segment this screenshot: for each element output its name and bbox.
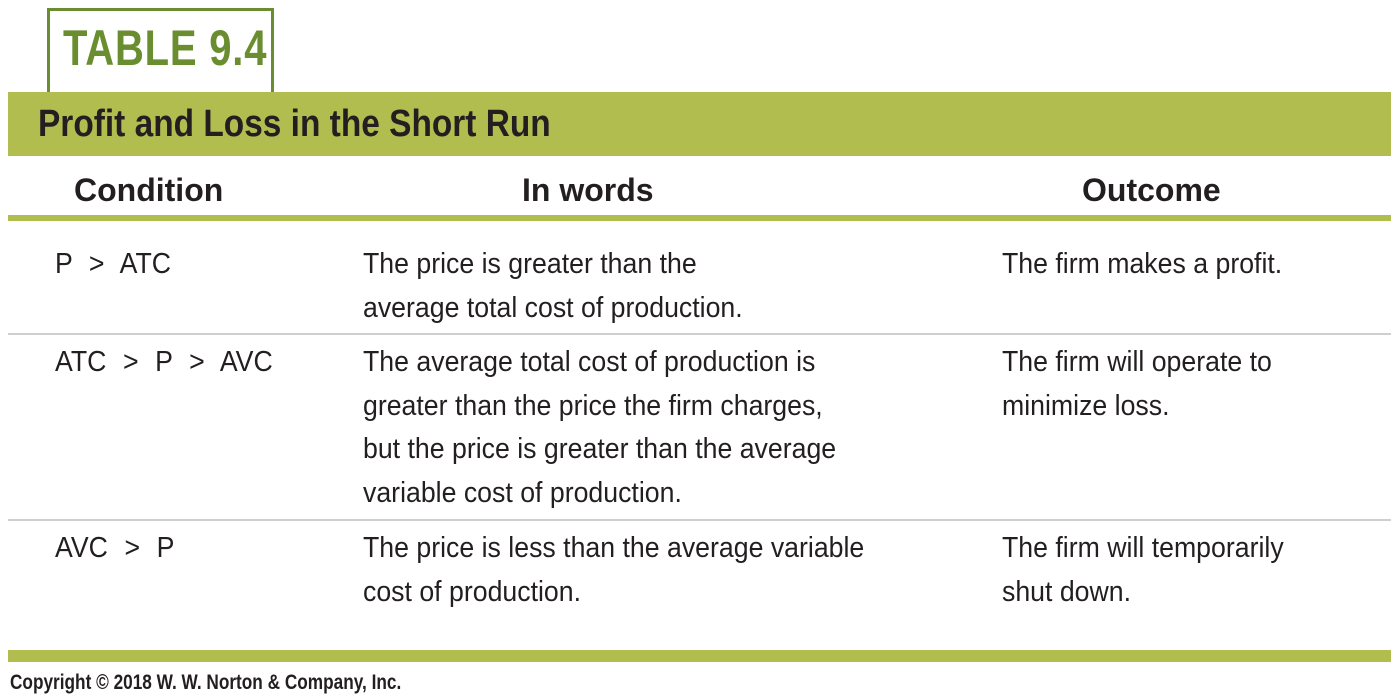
- copyright-notice: Copyright © 2018 W. W. Norton & Company,…: [10, 671, 402, 694]
- table-number-label: TABLE 9.4: [63, 20, 268, 76]
- outcome-cell: The firm will operate to minimize loss.: [1002, 341, 1272, 428]
- header-rule: [8, 215, 1391, 221]
- column-header-outcome: Outcome: [1082, 172, 1221, 208]
- text-line: shut down.: [1002, 575, 1132, 608]
- footer-rule: [8, 650, 1391, 662]
- text-line: The price is less than the average varia…: [363, 532, 865, 564]
- text-line: The firm will temporarily: [1002, 532, 1284, 564]
- column-header-in-words: In words: [522, 172, 654, 208]
- in-words-cell: The price is less than the average varia…: [363, 527, 864, 614]
- row-divider: [8, 333, 1391, 335]
- outcome-cell: The firm makes a profit.: [1002, 243, 1282, 287]
- condition-cell: ATC > P > AVC: [55, 346, 273, 378]
- column-header-row: Condition In words Outcome: [8, 160, 1391, 216]
- text-line: but the price is greater than the averag…: [363, 433, 837, 465]
- text-line: The firm makes a profit.: [1002, 248, 1283, 280]
- table-label-frame: [47, 8, 274, 94]
- row-divider: [8, 519, 1391, 521]
- text-line: minimize loss.: [1002, 389, 1170, 422]
- text-line: variable cost of production.: [363, 476, 682, 509]
- in-words-cell: The average total cost of production is …: [363, 341, 836, 515]
- text-line: greater than the price the firm charges,: [363, 389, 823, 422]
- condition-cell: P > ATC: [55, 248, 172, 280]
- text-line: cost of production.: [363, 575, 582, 608]
- outcome-cell: The firm will temporarily shut down.: [1002, 527, 1284, 614]
- text-line: The average total cost of production is: [363, 346, 816, 378]
- text-line: The firm will operate to: [1002, 346, 1272, 378]
- text-line: average total cost of production.: [363, 291, 743, 324]
- column-header-condition: Condition: [74, 172, 224, 208]
- table-title: Profit and Loss in the Short Run: [38, 103, 551, 145]
- condition-cell: AVC > P: [55, 532, 175, 564]
- in-words-cell: The price is greater than the average to…: [363, 243, 743, 330]
- text-line: The price is greater than the: [363, 248, 697, 280]
- title-band: Profit and Loss in the Short Run: [8, 92, 1391, 156]
